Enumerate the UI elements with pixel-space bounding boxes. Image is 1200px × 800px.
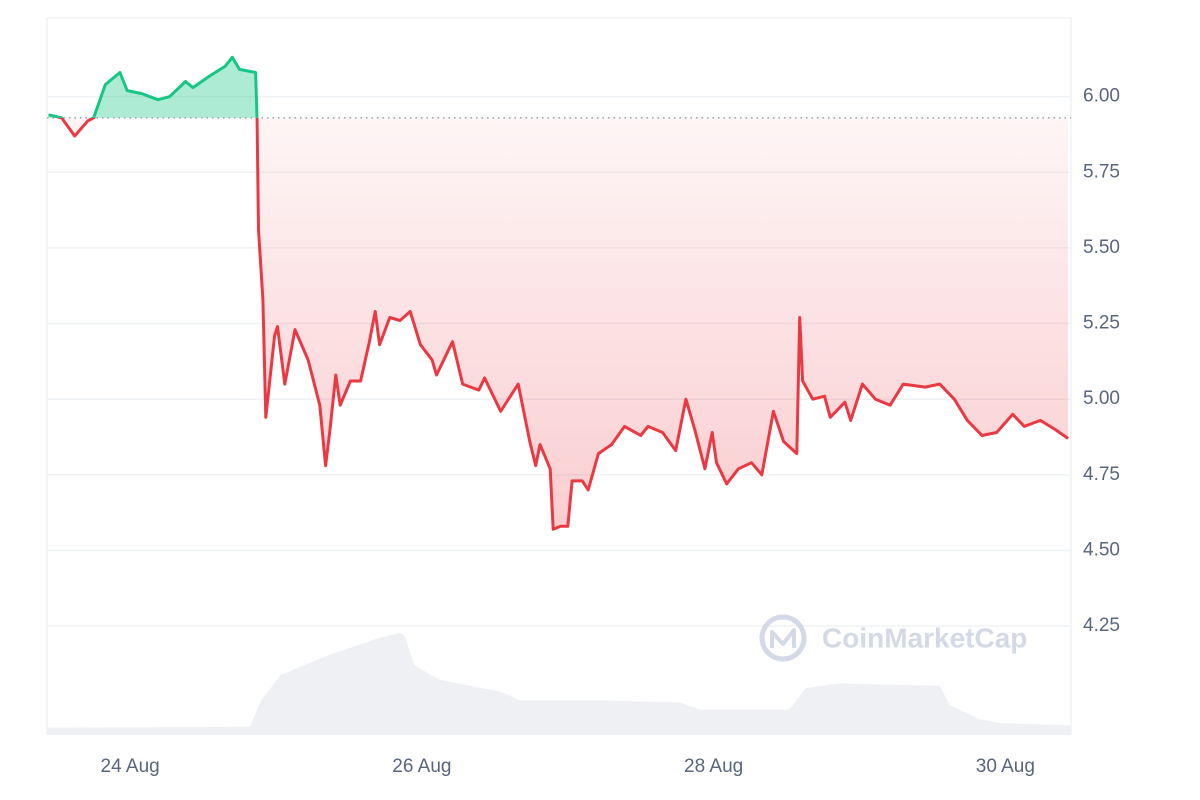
price-line-up <box>48 55 259 118</box>
x-tick-label: 30 Aug <box>976 756 1035 777</box>
area-down <box>61 117 1069 530</box>
y-tick-label: 4.75 <box>1083 464 1120 485</box>
y-tick-label: 4.25 <box>1083 615 1120 636</box>
y-tick-label: 4.50 <box>1083 539 1120 560</box>
watermark-text: CoinMarketCap <box>822 622 1027 653</box>
y-tick-label: 6.00 <box>1083 86 1120 107</box>
volume-layer <box>47 633 1071 735</box>
y-tick-label: 5.50 <box>1083 237 1120 258</box>
x-tick-label: 28 Aug <box>684 756 743 777</box>
x-tick-label: 26 Aug <box>392 756 451 777</box>
volume-area <box>47 633 1071 735</box>
y-tick-label: 5.75 <box>1083 161 1120 182</box>
y-tick-label: 5.25 <box>1083 313 1120 334</box>
price-line-down <box>55 117 1069 531</box>
plot-layer <box>47 55 1071 531</box>
watermark: CoinMarketCap <box>759 614 1027 662</box>
area-up <box>48 57 1069 118</box>
watermark-logo <box>759 614 807 662</box>
x-tick-label: 24 Aug <box>101 756 160 777</box>
watermark-logo <box>770 628 796 648</box>
y-tick-label: 5.00 <box>1083 388 1120 409</box>
